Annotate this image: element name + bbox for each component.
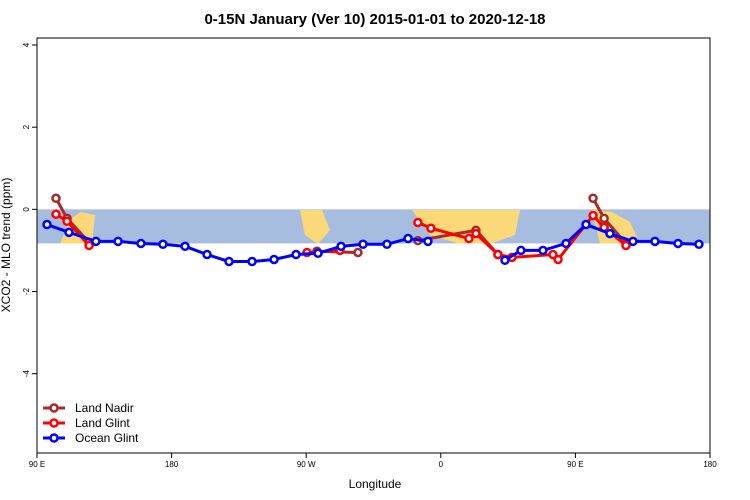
legend-marker — [49, 433, 59, 443]
point — [51, 193, 61, 203]
point — [353, 247, 363, 258]
point — [500, 255, 510, 266]
point — [113, 236, 123, 247]
legend-label: Land Glint — [75, 416, 130, 430]
point — [493, 249, 503, 260]
point — [694, 239, 704, 250]
point — [91, 236, 101, 247]
point — [581, 219, 591, 230]
point — [247, 256, 257, 267]
point — [588, 210, 598, 221]
point — [403, 233, 413, 244]
point — [158, 239, 168, 250]
x-tick-label: 180 — [165, 460, 179, 469]
point — [336, 241, 346, 252]
point — [358, 239, 368, 250]
chart-title: 0-15N January (Ver 10) 2015-01-01 to 202… — [204, 11, 545, 28]
legend-label: Ocean Glint — [75, 431, 139, 445]
point — [64, 227, 74, 238]
point — [588, 193, 598, 203]
y-tick-label: 2 — [22, 124, 31, 129]
point — [628, 236, 638, 247]
point — [202, 249, 212, 260]
point — [471, 228, 481, 239]
x-tick-label: 90 E — [567, 460, 583, 469]
point — [553, 254, 563, 265]
point — [269, 254, 279, 265]
y-axis-label: XCO2 - MLO trend (ppm) — [0, 178, 13, 313]
point — [538, 245, 548, 256]
plot-frame — [36, 37, 711, 454]
point — [84, 240, 94, 251]
point — [561, 238, 571, 249]
point — [599, 213, 609, 224]
x-axis-label: Longitude — [349, 477, 402, 491]
point — [621, 240, 631, 251]
point — [426, 223, 436, 233]
legend-label: Land Nadir — [75, 401, 134, 415]
x-tick-label: 0 — [439, 460, 444, 469]
y-tick-label: 0 — [22, 207, 31, 212]
point — [42, 219, 52, 230]
point — [516, 245, 526, 256]
land — [300, 210, 330, 244]
y-tick-label: -4 — [22, 370, 31, 378]
x-tick-label: 180 — [703, 460, 717, 469]
point — [313, 248, 323, 259]
legend-marker — [49, 403, 59, 413]
point — [136, 238, 146, 249]
y-tick-label: 4 — [22, 42, 31, 47]
point — [413, 217, 423, 228]
legend-marker — [49, 418, 59, 428]
point — [62, 216, 72, 227]
point — [224, 256, 234, 267]
point — [51, 209, 61, 220]
x-tick-label: 90 E — [29, 460, 45, 469]
point — [464, 233, 474, 244]
point — [605, 228, 615, 239]
point — [650, 236, 660, 247]
point — [382, 239, 392, 250]
point — [423, 236, 433, 247]
x-tick-label: 90 W — [297, 460, 316, 469]
point — [291, 249, 301, 260]
land — [412, 210, 520, 244]
point — [180, 241, 190, 252]
y-tick-label: -2 — [22, 287, 31, 295]
point — [673, 238, 683, 249]
